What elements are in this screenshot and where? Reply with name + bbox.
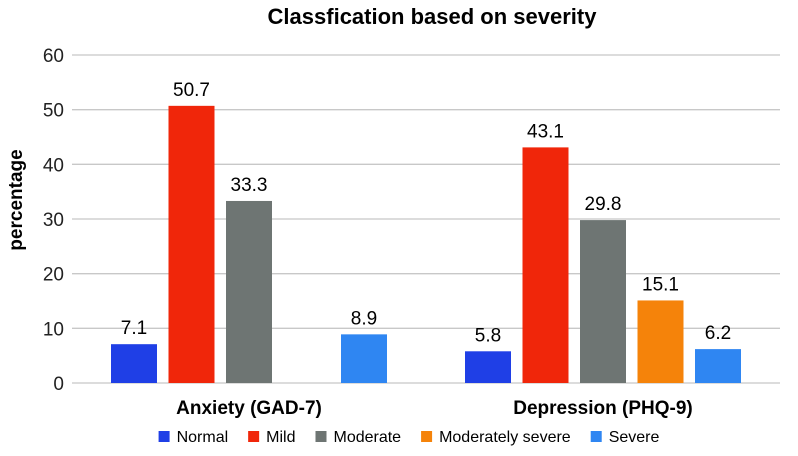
y-tick-label: 0 [53,374,64,395]
bar-moderate-0 [226,200,272,383]
bar-mild-0 [168,105,215,383]
category-labels: Anxiety (GAD-7) Depression (PHQ-9) [176,398,693,419]
data-label: 43.1 [527,121,564,142]
data-label: 29.8 [585,194,622,215]
bar-moderate-1 [580,220,626,383]
bar-normal-0 [111,344,157,383]
bar-moderately-severe-1 [637,300,684,383]
legend-item: Moderately severe [421,429,571,446]
legend-label: Moderately severe [439,429,571,446]
legend-label: Moderate [333,429,401,446]
data-label: 15.1 [642,274,679,295]
y-axis-label: percentage [6,149,27,250]
data-label: 33.3 [231,175,268,196]
legend-label: Normal [177,429,229,446]
y-tick-label: 60 [43,46,64,67]
y-tick-label: 30 [43,210,64,231]
legend-swatch [248,431,260,442]
data-label: 8.9 [351,308,377,329]
bar-severe-0 [341,334,387,383]
bars [111,105,741,383]
legend-item: Normal [158,429,229,446]
bar-mild-1 [522,147,569,383]
data-label: 6.2 [705,323,731,344]
legend-label: Severe [609,429,660,446]
legend-swatch [421,431,433,442]
data-labels: 7.1 50.7 33.3 8.9 5.8 43.1 29.8 15.1 6.2 [121,80,731,346]
legend-swatch [158,431,170,442]
y-tick-label: 20 [43,265,64,286]
category-label: Depression (PHQ-9) [513,398,692,419]
data-label: 50.7 [173,80,210,101]
data-label: 7.1 [121,318,147,339]
bar-normal-1 [465,351,511,383]
y-tick-label: 40 [43,155,64,176]
chart-title: Classfication based on severity [268,4,598,29]
legend-swatch [590,431,602,442]
category-label: Anxiety (GAD-7) [176,398,322,419]
legend-item: Severe [590,429,660,446]
legend-label: Mild [266,429,295,446]
legend-item: Mild [248,429,295,446]
y-tick-label: 10 [43,319,64,340]
legend-item: Moderate [315,429,401,446]
y-tick-labels: 0 10 20 30 40 50 60 [43,46,64,395]
y-tick-label: 50 [43,101,64,122]
legend: Normal Mild Moderate Moderately severe Sever… [158,429,660,446]
data-label: 5.8 [475,325,501,346]
legend-swatch [315,431,327,442]
bar-severe-1 [695,349,741,383]
